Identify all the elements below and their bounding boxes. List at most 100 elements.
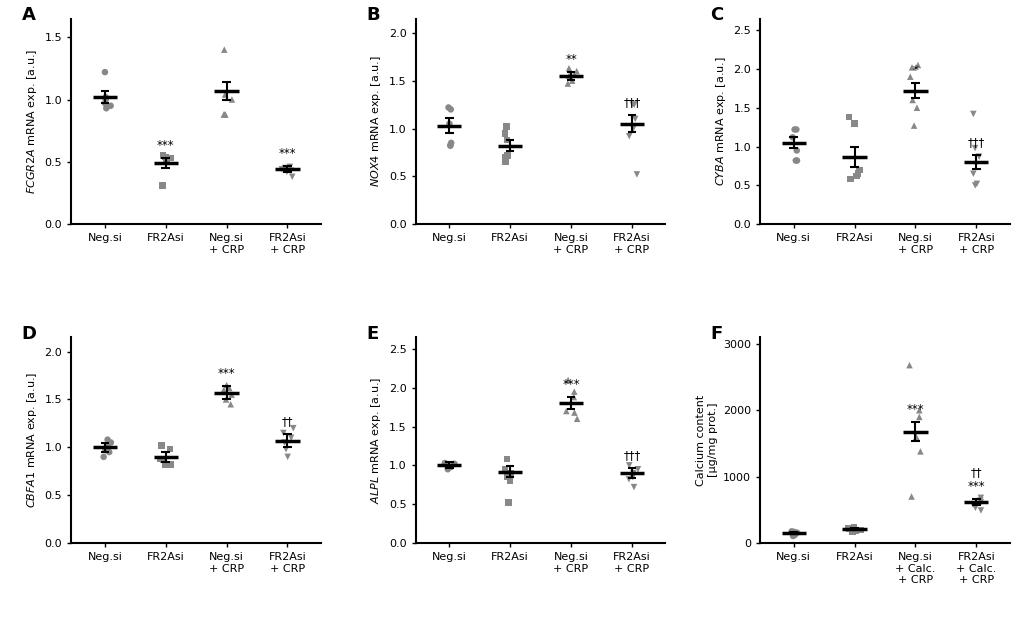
- Point: [903, 492, 919, 502]
- Point: [217, 89, 233, 99]
- Point: [841, 524, 857, 534]
- Point: [901, 360, 917, 370]
- Point: [621, 131, 637, 141]
- Point: [783, 526, 799, 536]
- Point: [96, 452, 112, 462]
- Point: [966, 180, 982, 190]
- Point: [629, 465, 645, 474]
- Point: [98, 94, 114, 104]
- Point: [97, 98, 113, 108]
- Point: [281, 162, 298, 172]
- Point: [218, 394, 234, 404]
- Y-axis label: Calcium content
[µg/mg prot.]: Calcium content [µg/mg prot.]: [695, 394, 716, 486]
- Point: [847, 526, 863, 536]
- Y-axis label: $\it{NOX4}$ mRNA exp. [a.u.]: $\it{NOX4}$ mRNA exp. [a.u.]: [369, 56, 383, 187]
- Point: [98, 103, 114, 113]
- Point: [971, 495, 987, 505]
- Y-axis label: $\it{CYBA}$ mRNA exp. [a.u.]: $\it{CYBA}$ mRNA exp. [a.u.]: [713, 57, 728, 186]
- Point: [559, 375, 576, 385]
- Point: [560, 64, 577, 73]
- Point: [222, 399, 238, 409]
- Point: [624, 100, 640, 110]
- Point: [626, 100, 642, 110]
- Point: [157, 460, 173, 470]
- Point: [101, 447, 117, 457]
- Text: *: *: [912, 64, 917, 77]
- Text: **: **: [565, 53, 577, 66]
- Text: E: E: [366, 325, 378, 343]
- Point: [223, 390, 239, 400]
- Point: [966, 143, 982, 153]
- Point: [788, 125, 804, 135]
- Point: [785, 529, 801, 539]
- Point: [909, 60, 925, 70]
- Point: [159, 157, 175, 167]
- Point: [496, 152, 513, 162]
- Point: [97, 67, 113, 77]
- Point: [446, 459, 463, 469]
- Text: ***: ***: [218, 367, 235, 380]
- Point: [442, 104, 459, 114]
- Point: [441, 119, 458, 129]
- Point: [849, 169, 865, 179]
- Point: [903, 62, 919, 72]
- Text: ††: ††: [281, 415, 292, 428]
- Text: ***: ***: [906, 403, 923, 416]
- Point: [970, 152, 986, 162]
- Point: [844, 527, 860, 537]
- Point: [442, 138, 459, 148]
- Point: [566, 69, 582, 79]
- Point: [786, 530, 802, 540]
- Y-axis label: $\it{ALPL}$ mRNA exp. [a.u.]: $\it{ALPL}$ mRNA exp. [a.u.]: [369, 376, 383, 503]
- Point: [282, 433, 299, 442]
- Point: [282, 165, 299, 175]
- Text: ***: ***: [278, 147, 296, 160]
- Point: [904, 95, 920, 105]
- Point: [842, 174, 858, 184]
- Point: [99, 435, 115, 445]
- Point: [628, 170, 644, 180]
- Point: [278, 167, 294, 176]
- Point: [851, 525, 867, 535]
- Point: [972, 493, 988, 503]
- Point: [566, 392, 582, 402]
- Point: [966, 503, 982, 513]
- Text: †††: †††: [623, 96, 640, 109]
- Text: ††
***: †† ***: [967, 466, 984, 493]
- Point: [785, 531, 801, 541]
- Point: [216, 45, 232, 55]
- Point: [499, 472, 516, 482]
- Point: [284, 172, 301, 182]
- Point: [442, 140, 459, 150]
- Text: F: F: [709, 325, 721, 343]
- Point: [279, 452, 296, 462]
- Point: [846, 118, 862, 128]
- Text: †††: †††: [623, 449, 640, 462]
- Point: [157, 152, 173, 162]
- Point: [624, 472, 640, 482]
- Y-axis label: $\it{FCGR2A}$ mRNA exp. [a.u.]: $\it{FCGR2A}$ mRNA exp. [a.u.]: [25, 49, 39, 194]
- Point: [440, 102, 457, 112]
- Point: [786, 125, 802, 135]
- Point: [438, 460, 454, 470]
- Point: [497, 157, 514, 167]
- Point: [785, 527, 801, 537]
- Point: [901, 72, 917, 81]
- Point: [99, 439, 115, 449]
- Point: [627, 114, 643, 124]
- Text: ***: ***: [157, 139, 174, 152]
- Point: [907, 432, 923, 442]
- Point: [218, 380, 234, 390]
- Point: [162, 460, 178, 470]
- Point: [496, 128, 513, 138]
- Text: B: B: [366, 6, 379, 24]
- Point: [154, 181, 170, 191]
- Point: [155, 455, 171, 465]
- Point: [441, 462, 458, 472]
- Point: [625, 123, 641, 133]
- Point: [568, 66, 584, 76]
- Point: [840, 523, 856, 533]
- Point: [964, 109, 980, 119]
- Point: [787, 155, 803, 165]
- Point: [788, 155, 804, 165]
